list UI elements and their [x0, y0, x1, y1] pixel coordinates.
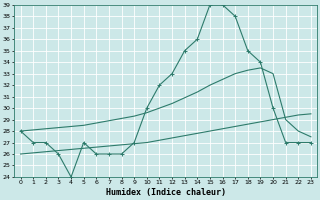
X-axis label: Humidex (Indice chaleur): Humidex (Indice chaleur)	[106, 188, 226, 197]
